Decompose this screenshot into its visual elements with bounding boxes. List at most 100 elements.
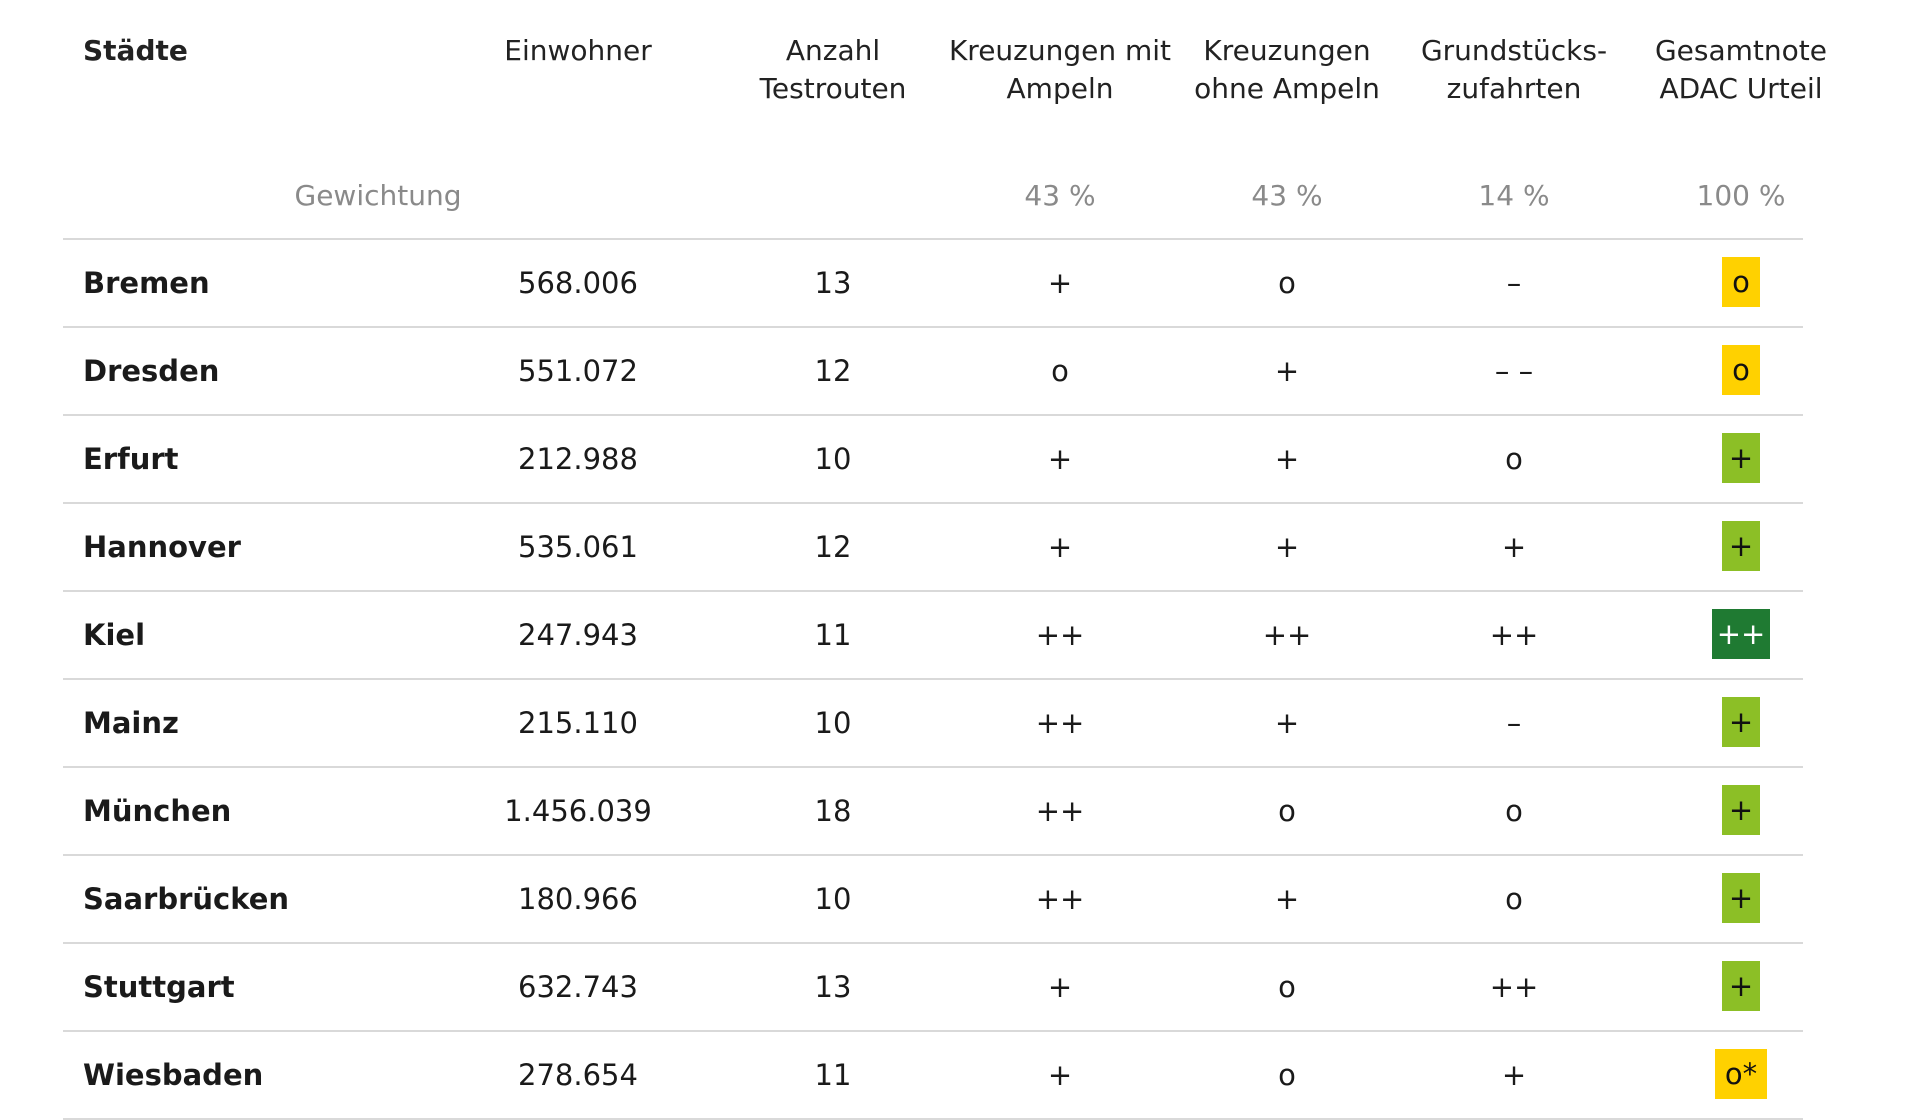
header-access-line2: zufahrten (1446, 72, 1582, 105)
city-name: Kiel (83, 618, 146, 652)
header-total-line1: Gesamtnote (1654, 34, 1827, 67)
route-count: 13 (814, 970, 852, 1004)
header-routes-line2: Testrouten (759, 72, 907, 105)
city-name: Erfurt (83, 442, 179, 476)
rating-nolights: + (1274, 706, 1300, 740)
total-rating: o (1591, 345, 1891, 395)
total-rating: + (1591, 873, 1891, 923)
table-header: Städte Einwohner Anzahl Testrouten Kreuz… (63, 0, 1827, 145)
rating-lights: ++ (1035, 618, 1085, 652)
population: 632.743 (518, 970, 638, 1004)
table-row: Hannover 535.061 12 + + + + (63, 504, 1803, 592)
population: 180.966 (518, 882, 638, 916)
rating-access: ++ (1489, 618, 1539, 652)
city-name: Wiesbaden (83, 1058, 264, 1092)
table-row: Wiesbaden 278.654 11 + o + o* (63, 1032, 1803, 1120)
table-row: Mainz 215.110 10 ++ + – + (63, 680, 1803, 768)
rating-nolights: + (1274, 530, 1300, 564)
route-count: 11 (814, 618, 852, 652)
table-row: Saarbrücken 180.966 10 ++ + o + (63, 856, 1803, 944)
total-rating-badge: o (1722, 345, 1760, 395)
table-body: Bremen 568.006 13 + o – o Dresden 551.07… (63, 240, 1803, 1120)
rating-access: o (1505, 442, 1523, 476)
rating-access: ++ (1489, 970, 1539, 1004)
rating-access: – (1506, 266, 1522, 300)
population: 568.006 (518, 266, 638, 300)
city-name: Dresden (83, 354, 220, 388)
rating-lights: + (1047, 530, 1073, 564)
city-name: Bremen (83, 266, 210, 300)
rating-nolights: o (1278, 266, 1296, 300)
total-rating-badge: + (1722, 873, 1760, 923)
weighting-access: 14 % (1478, 179, 1550, 212)
header-routes: Anzahl Testrouten (683, 32, 983, 108)
city-name: Mainz (83, 706, 179, 740)
route-count: 10 (814, 706, 852, 740)
total-rating-badge: + (1722, 521, 1760, 571)
header-routes-line1: Anzahl (785, 34, 881, 67)
header-access-line1: Grundstücks- (1420, 34, 1608, 67)
rating-table: Städte Einwohner Anzahl Testrouten Kreuz… (63, 0, 1827, 1120)
rating-nolights: ++ (1262, 618, 1312, 652)
header-lights-line2: Ampeln (1006, 72, 1114, 105)
total-rating: o (1591, 257, 1891, 307)
table-row: Bremen 568.006 13 + o – o (63, 240, 1803, 328)
rating-access: – (1506, 706, 1522, 740)
route-count: 12 (814, 530, 852, 564)
weighting-row: Gewichtung 43 % 43 % 14 % 100 % (63, 145, 1803, 240)
city-name: Stuttgart (83, 970, 235, 1004)
rating-nolights: + (1274, 442, 1300, 476)
header-total: Gesamtnote ADAC Urteil (1591, 32, 1891, 108)
rating-nolights: o (1278, 794, 1296, 828)
population: 1.456.039 (504, 794, 652, 828)
table-row: Erfurt 212.988 10 + + o + (63, 416, 1803, 504)
table-row: Stuttgart 632.743 13 + o ++ + (63, 944, 1803, 1032)
weighting-nolights: 43 % (1251, 179, 1323, 212)
route-count: 18 (814, 794, 852, 828)
header-population-label: Einwohner (504, 34, 652, 67)
rating-nolights: + (1274, 882, 1300, 916)
header-nolights: Kreuzungen ohne Ampeln (1137, 32, 1437, 108)
total-rating: + (1591, 785, 1891, 835)
total-rating: + (1591, 521, 1891, 571)
population: 551.072 (518, 354, 638, 388)
total-rating: + (1591, 697, 1891, 747)
rating-lights: o (1051, 354, 1069, 388)
header-nolights-line1: Kreuzungen (1203, 34, 1371, 67)
header-lights: Kreuzungen mit Ampeln (910, 32, 1210, 108)
total-rating-badge: + (1722, 961, 1760, 1011)
rating-lights: + (1047, 266, 1073, 300)
table-row: München 1.456.039 18 ++ o o + (63, 768, 1803, 856)
rating-lights: ++ (1035, 794, 1085, 828)
header-population: Einwohner (428, 32, 728, 70)
table-row: Dresden 551.072 12 o + – – o (63, 328, 1803, 416)
rating-lights: ++ (1035, 882, 1085, 916)
rating-lights: + (1047, 442, 1073, 476)
total-rating-badge: ++ (1712, 609, 1770, 659)
total-rating-badge: o* (1715, 1049, 1767, 1099)
population: 535.061 (518, 530, 638, 564)
total-rating: + (1591, 961, 1891, 1011)
total-rating: + (1591, 433, 1891, 483)
total-rating-badge: + (1722, 697, 1760, 747)
city-name: Hannover (83, 530, 241, 564)
total-rating: o* (1591, 1049, 1891, 1099)
rating-lights: ++ (1035, 706, 1085, 740)
table-row: Kiel 247.943 11 ++ ++ ++ ++ (63, 592, 1803, 680)
route-count: 10 (814, 442, 852, 476)
header-city-label: Städte (83, 34, 188, 67)
header-nolights-line2: ohne Ampeln (1194, 72, 1380, 105)
total-rating-badge: + (1722, 433, 1760, 483)
population: 247.943 (518, 618, 638, 652)
route-count: 10 (814, 882, 852, 916)
total-rating: ++ (1591, 609, 1891, 659)
header-lights-line1: Kreuzungen mit (948, 34, 1172, 67)
rating-nolights: + (1274, 354, 1300, 388)
header-city: Städte (83, 32, 188, 70)
header-total-line2: ADAC Urteil (1659, 72, 1823, 105)
weighting-lights: 43 % (1024, 179, 1096, 212)
total-rating-badge: + (1722, 785, 1760, 835)
rating-lights: + (1047, 970, 1073, 1004)
weighting-label: Gewichtung (294, 179, 462, 212)
population: 212.988 (518, 442, 638, 476)
